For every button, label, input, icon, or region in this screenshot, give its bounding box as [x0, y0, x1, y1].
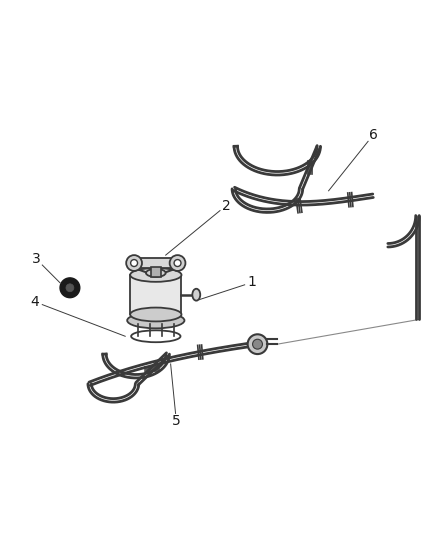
Bar	[134, 258, 177, 268]
Ellipse shape	[145, 269, 165, 277]
Text: 5: 5	[172, 414, 180, 429]
Ellipse shape	[130, 308, 181, 321]
Ellipse shape	[192, 289, 200, 301]
Circle shape	[247, 334, 267, 354]
Bar	[130, 275, 181, 314]
Ellipse shape	[131, 260, 137, 266]
Bar	[151, 267, 160, 277]
Text: 6: 6	[368, 128, 377, 142]
Circle shape	[252, 339, 262, 349]
Text: 4: 4	[31, 295, 39, 309]
Ellipse shape	[169, 255, 185, 271]
Ellipse shape	[130, 268, 181, 282]
Ellipse shape	[126, 255, 141, 271]
Text: 1: 1	[247, 276, 256, 289]
Circle shape	[66, 284, 74, 292]
Circle shape	[60, 278, 80, 297]
Ellipse shape	[127, 312, 184, 328]
Text: 3: 3	[32, 253, 41, 266]
Text: 2: 2	[221, 199, 230, 213]
Ellipse shape	[174, 260, 180, 266]
